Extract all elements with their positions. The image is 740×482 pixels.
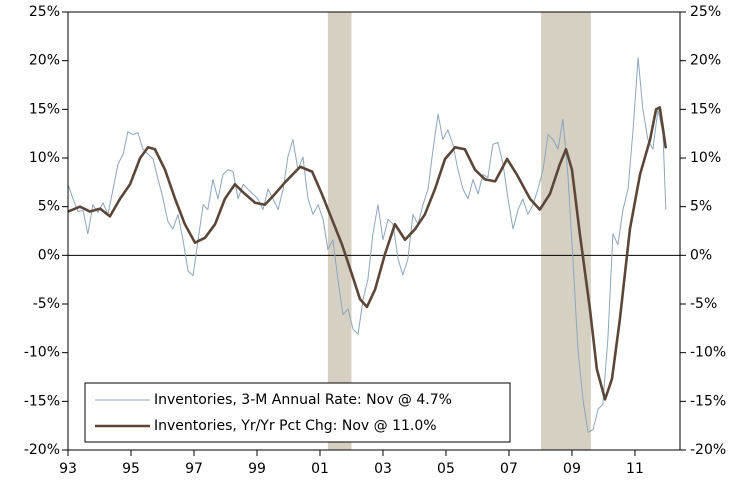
y2-tick-label: -20%: [690, 442, 726, 458]
x-tick-label: 03: [374, 461, 392, 477]
y2-tick-label: 0%: [690, 247, 712, 263]
y2-tick-label: 10%: [690, 150, 721, 166]
y-tick-label: 5%: [38, 199, 60, 215]
y-tick-label: -10%: [24, 345, 60, 361]
y2-tick-label: 5%: [690, 199, 712, 215]
line-layer: [67, 57, 668, 433]
legend-box: [84, 382, 511, 443]
y2-tick-label: -5%: [690, 296, 717, 312]
y-tick-label: -20%: [24, 442, 60, 458]
shaded-period: [541, 12, 591, 450]
x-tick-label: 99: [248, 461, 266, 477]
x-tick-label: 93: [59, 461, 77, 477]
x-tick-label: 11: [626, 461, 644, 477]
x-tick-label: 07: [500, 461, 518, 477]
y-tick-label: 20%: [29, 53, 60, 69]
x-tick-label: 95: [122, 461, 140, 477]
x-tick-label: 01: [311, 461, 329, 477]
y-tick-label: 25%: [29, 4, 60, 20]
y-tick-label: 15%: [29, 101, 60, 117]
y-tick-label: -15%: [24, 393, 60, 409]
x-tick-label: 09: [563, 461, 581, 477]
y-tick-label: 10%: [29, 150, 60, 166]
y2-tick-label: 25%: [690, 4, 721, 20]
shading-layer: [327, 12, 591, 450]
plot-frame: [67, 11, 681, 451]
x-tick-label: 97: [185, 461, 203, 477]
shaded-period: [327, 12, 352, 450]
y2-tick-label: -15%: [690, 393, 726, 409]
axis-layer: -20% -15% -10% -5% 0% 5% 10% 15% 20% 25% -20% -15% -…: [24, 4, 726, 477]
y2-tick-label: 20%: [690, 53, 721, 69]
series-line: [67, 57, 667, 433]
legend: Inventories, 3-M Annual Rate: Nov @ 4.7%…: [84, 382, 511, 443]
x-tick-label: 05: [437, 461, 455, 477]
y-tick-label: -5%: [33, 296, 60, 312]
y2-tick-label: -10%: [690, 345, 726, 361]
legend-label: Inventories, 3-M Annual Rate: Nov @ 4.7%: [154, 392, 452, 408]
legend-label: Inventories, Yr/Yr Pct Chg: Nov @ 11.0%: [154, 418, 437, 434]
series-line: [67, 106, 668, 401]
y2-tick-label: 15%: [690, 101, 721, 117]
y-tick-label: 0%: [38, 247, 60, 263]
